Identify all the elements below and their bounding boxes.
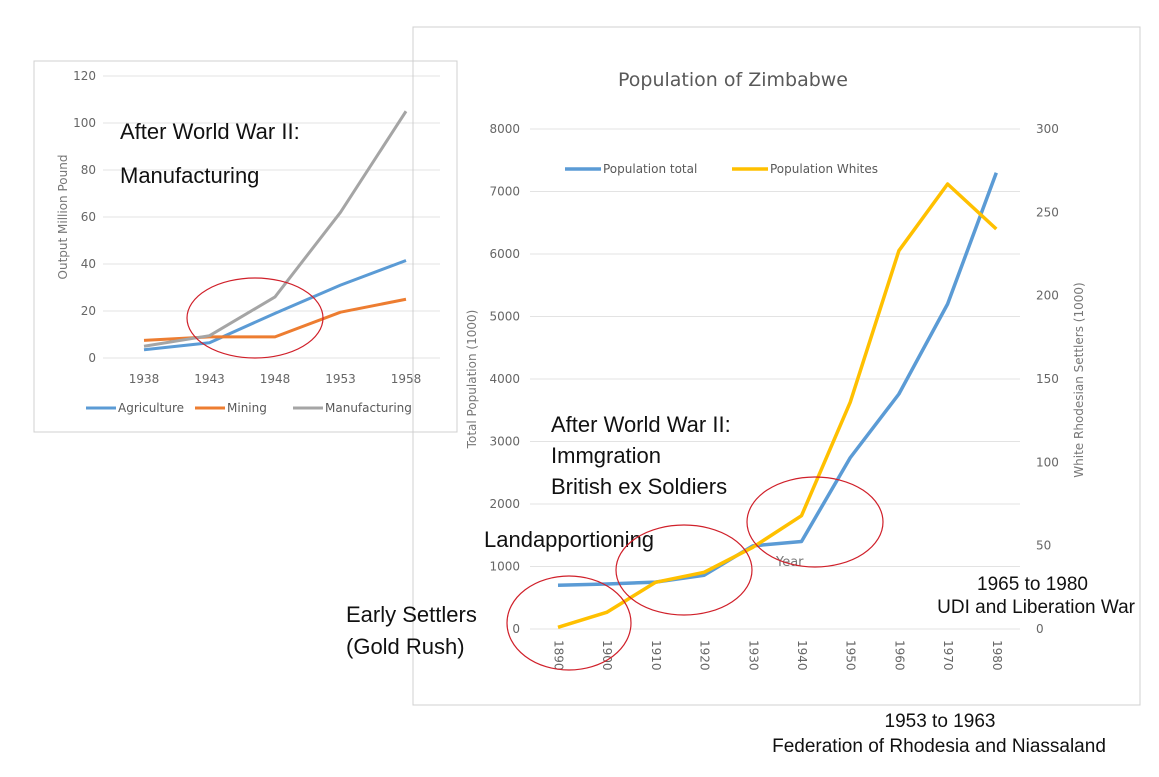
y-tick-label: 60 <box>81 210 96 224</box>
y-tick-label: 8000 <box>489 122 520 136</box>
x-tick-label: 1970 <box>941 640 955 671</box>
annotation-text: 1965 to 1980 <box>977 574 1088 595</box>
y-axis-title: Output Million Pound <box>56 155 70 280</box>
y2-tick-label: 250 <box>1036 205 1059 219</box>
x-tick-label: 1953 <box>325 372 356 386</box>
y-tick-label: 40 <box>81 257 96 271</box>
y2-tick-label: 50 <box>1036 539 1051 553</box>
annotation-text: Early Settlers <box>346 602 477 627</box>
highlight-circle <box>746 476 884 568</box>
x-tick-label: 1910 <box>649 640 663 671</box>
x-tick-label: 1980 <box>990 640 1004 671</box>
y-tick-label: 5000 <box>489 310 520 324</box>
y-tick-label: 3000 <box>489 435 520 449</box>
y-tick-label: 1000 <box>489 560 520 574</box>
annotation-text: Manufacturing <box>120 163 259 188</box>
annotation-text: After World War II: <box>551 412 731 437</box>
y-tick-label: 0 <box>512 622 520 636</box>
chart-title: Population of Zimbabwe <box>618 69 848 91</box>
annotation-text: (Gold Rush) <box>346 634 465 659</box>
x-tick-label: 1900 <box>600 640 614 671</box>
y2-tick-label: 200 <box>1036 289 1059 303</box>
annotation-text: UDI and Liberation War <box>937 597 1136 618</box>
y2-tick-label: 100 <box>1036 455 1059 469</box>
x-tick-label: 1960 <box>892 640 906 671</box>
annotation-text: British ex Soldiers <box>551 474 727 499</box>
series-line-manufacturing <box>143 110 408 348</box>
series-line-population-whites <box>557 182 998 630</box>
y-tick-label: 7000 <box>489 185 520 199</box>
highlight-circle <box>506 575 632 671</box>
y2-tick-label: 300 <box>1036 122 1059 136</box>
chart-frame-population <box>412 26 1141 706</box>
y-tick-label: 0 <box>88 351 96 365</box>
x-tick-label: 1938 <box>129 372 160 386</box>
y-tick-label: 100 <box>73 116 96 130</box>
x-tick-label: 1958 <box>391 372 422 386</box>
y-tick-label: 2000 <box>489 497 520 511</box>
x-axis-title: Year <box>775 555 804 570</box>
x-tick-label: 1890 <box>552 640 566 671</box>
legend-label: Mining <box>227 401 267 415</box>
y-tick-label: 4000 <box>489 372 520 386</box>
y2-tick-label: 0 <box>1036 622 1044 636</box>
y-tick-label: 120 <box>73 69 96 83</box>
annotation-text: Landapportioning <box>484 527 654 552</box>
x-tick-label: 1930 <box>746 640 760 671</box>
legend-label: Population total <box>603 162 697 176</box>
y-axis-title: Total Population (1000) <box>465 310 479 450</box>
y-tick-label: 20 <box>81 304 96 318</box>
series-line-population-total <box>557 172 998 587</box>
x-tick-label: 1950 <box>844 640 858 671</box>
y2-tick-label: 150 <box>1036 372 1059 386</box>
legend-label: Population Whites <box>770 162 878 176</box>
x-tick-label: 1943 <box>194 372 225 386</box>
annotation-text: 1953 to 1963 <box>885 711 996 732</box>
legend-label: Manufacturing <box>325 401 412 415</box>
y2-axis-title: White Rhodesian Settlers (1000) <box>1072 282 1086 477</box>
annotation-text: Federation of Rhodesia and Niassaland <box>772 736 1106 757</box>
x-tick-label: 1948 <box>260 372 291 386</box>
series-line-agriculture <box>143 259 407 352</box>
highlight-circle <box>186 277 324 359</box>
x-tick-label: 1940 <box>795 640 809 671</box>
y-tick-label: 80 <box>81 163 96 177</box>
x-tick-label: 1920 <box>698 640 712 671</box>
annotation-text: After World War II: <box>120 119 300 144</box>
annotation-text: Immgration <box>551 443 661 468</box>
legend-label: Agriculture <box>118 401 184 415</box>
highlight-circle <box>615 524 753 616</box>
y-tick-label: 6000 <box>489 247 520 261</box>
